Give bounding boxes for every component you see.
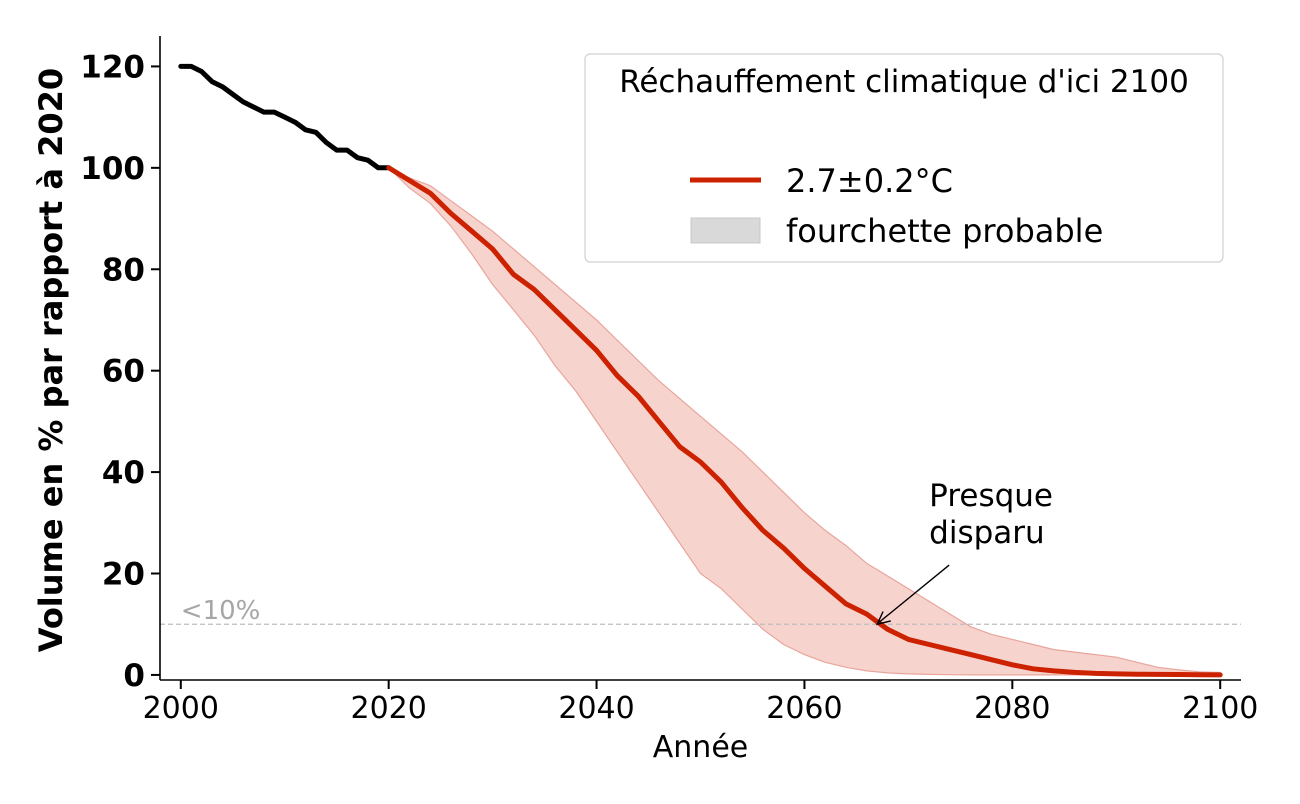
y-tick-label: 60	[102, 354, 145, 390]
y-tick-label: 80	[102, 252, 145, 288]
y-tick-label: 0	[123, 658, 145, 694]
legend-box	[584, 53, 1224, 263]
legend: Réchauffement climatique d'ici 2100 2.7±0…	[584, 53, 1224, 263]
y-tick-label: 120	[80, 49, 145, 85]
annotation-text: disparu	[929, 515, 1045, 551]
legend-label-range: fourchette probable	[786, 212, 1103, 250]
legend-label-projection: 2.7±0.2°C	[786, 162, 953, 200]
x-tick-label: 2080	[974, 691, 1050, 726]
series-layer	[178, 63, 1223, 678]
annotation-text: Presque	[929, 478, 1053, 514]
annotation-arrow-shaft	[878, 564, 950, 623]
reference-line-label: <10%	[181, 596, 261, 626]
x-tick-label: 2040	[558, 691, 634, 726]
reference-layer: <10%	[160, 596, 1241, 626]
historical-series-line	[178, 63, 392, 171]
x-tick-label: 2000	[143, 691, 219, 726]
legend-swatch-range	[690, 217, 761, 244]
annotation-arrow-head	[875, 611, 891, 626]
projection-series-line	[386, 165, 1223, 678]
y-axis-title: Volume en % par rapport à 2020	[32, 68, 70, 652]
legend-title: Réchauffement climatique d'ici 2100	[619, 64, 1189, 100]
x-tick-label: 2020	[350, 691, 426, 726]
x-tick-label: 2100	[1182, 691, 1258, 726]
y-tick-label: 100	[80, 151, 145, 187]
x-axis-title: Année	[653, 730, 748, 765]
y-tick-label: 20	[102, 557, 145, 593]
x-tick-label: 2060	[766, 691, 842, 726]
y-tick-label: 40	[102, 455, 145, 491]
